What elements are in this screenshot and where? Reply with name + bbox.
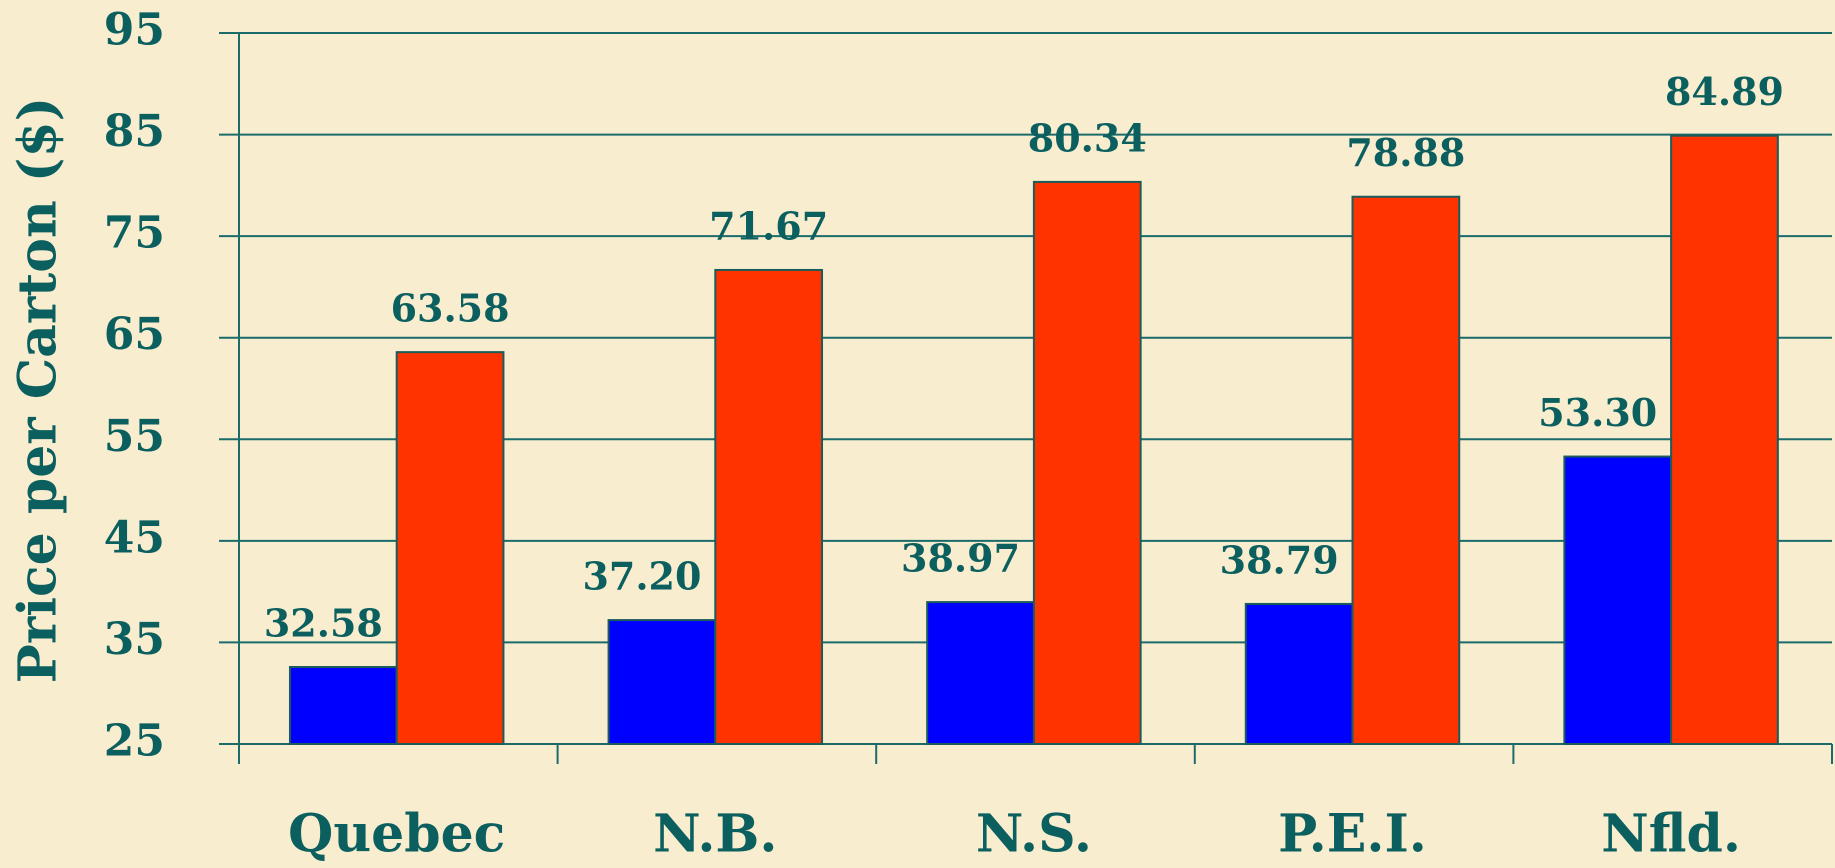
bar bbox=[1563, 455, 1673, 745]
value-label: 53.30 bbox=[1538, 390, 1657, 435]
value-label: 63.58 bbox=[391, 286, 510, 331]
bar bbox=[926, 601, 1035, 746]
x-tick-label: P.E.I. bbox=[1278, 804, 1427, 865]
y-tick-label: 25 bbox=[104, 716, 165, 767]
y-tick-label: 45 bbox=[104, 512, 165, 563]
value-label: 71.67 bbox=[709, 203, 828, 248]
x-tick-label: N.B. bbox=[653, 804, 777, 865]
y-tick-label: 95 bbox=[104, 5, 165, 56]
x-tick-label: Nfld. bbox=[1601, 804, 1741, 865]
bar bbox=[395, 351, 505, 745]
value-label: 37.20 bbox=[582, 554, 701, 599]
y-tick-label: 35 bbox=[104, 614, 165, 665]
y-tick-label: 85 bbox=[104, 106, 165, 157]
x-tick-label: Quebec bbox=[288, 804, 505, 865]
bar bbox=[1032, 180, 1142, 746]
x-tick-label: N.S. bbox=[976, 804, 1092, 865]
value-label: 78.88 bbox=[1346, 130, 1465, 175]
bar bbox=[607, 619, 717, 746]
y-tick-label: 65 bbox=[104, 309, 165, 360]
value-label: 38.79 bbox=[1220, 537, 1339, 582]
y-tick-label: 55 bbox=[104, 411, 165, 462]
bar bbox=[714, 268, 824, 745]
value-label: 80.34 bbox=[1028, 115, 1147, 160]
bar bbox=[1244, 602, 1354, 745]
value-label: 84.89 bbox=[1665, 69, 1784, 114]
bar bbox=[1351, 195, 1461, 745]
value-label: 38.97 bbox=[901, 536, 1020, 581]
value-label: 32.58 bbox=[264, 601, 383, 646]
bar bbox=[1670, 134, 1779, 745]
y-axis-label: Price per Carton ($) bbox=[8, 97, 69, 684]
bar bbox=[288, 666, 398, 745]
y-tick-label: 75 bbox=[104, 208, 165, 259]
